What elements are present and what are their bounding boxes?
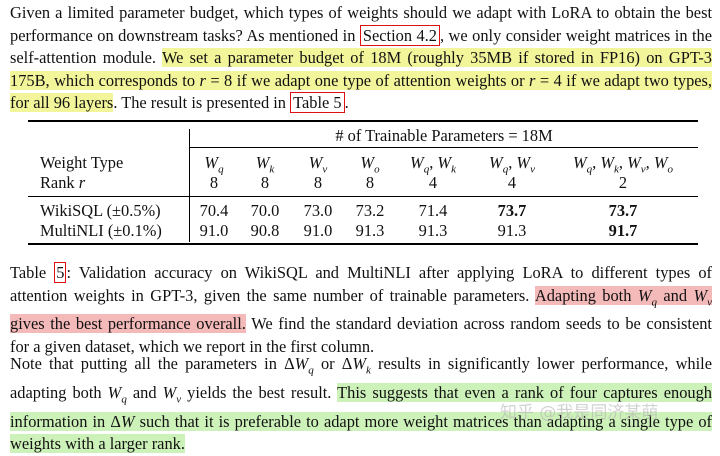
multinli-cell: 91.7 xyxy=(608,221,638,240)
col-header-wk: Wk xyxy=(255,153,275,176)
row-label-weight-type: Weight Type xyxy=(40,153,124,172)
multinli-cell: 90.8 xyxy=(250,221,280,240)
multinli-cell: 91.0 xyxy=(199,221,229,240)
rank-cell: 8 xyxy=(209,173,219,192)
table-top-rule xyxy=(28,120,698,122)
row-label-rank: Rank r xyxy=(40,173,86,192)
wikisql-cell: 73.7 xyxy=(608,201,638,220)
rank-cell: 2 xyxy=(618,173,628,192)
col-header-wv: Wv xyxy=(308,153,328,176)
rank-cell: 8 xyxy=(313,173,323,192)
table-caption: Table 5: Validation accuracy on WikiSQL … xyxy=(10,262,713,356)
col-header-wq: Wq xyxy=(204,153,224,176)
paragraph-intro: Given a limited parameter budget, which … xyxy=(10,3,713,113)
wikisql-cell: 73.7 xyxy=(497,201,527,220)
wikisql-cell: 70.0 xyxy=(250,201,280,220)
row-label-multinli: MultiNLI (±0.1%) xyxy=(40,221,162,240)
table-header-rule xyxy=(190,147,698,148)
col-header-all: Wq, Wk, Wv, Wo xyxy=(572,153,673,176)
col-header-wq-wv: Wq, Wv xyxy=(489,153,535,176)
wikisql-cell: 71.4 xyxy=(418,201,448,220)
group-header: # of Trainable Parameters = 18M xyxy=(335,126,553,145)
multinli-cell: 91.3 xyxy=(497,221,527,240)
caption-table-ref[interactable]: 5 xyxy=(54,262,67,283)
multinli-cell: 91.3 xyxy=(418,221,448,240)
rank-cell: 4 xyxy=(507,173,517,192)
multinli-cell: 91.0 xyxy=(303,221,333,240)
multinli-cell: 91.3 xyxy=(355,221,385,240)
wikisql-cell: 70.4 xyxy=(199,201,229,220)
rank-cell: 8 xyxy=(365,173,375,192)
col-header-wo: Wo xyxy=(360,153,380,176)
rank-cell: 4 xyxy=(428,173,438,192)
table-vertical-rule xyxy=(189,129,190,242)
col-header-wq-wk: Wq, Wk xyxy=(410,153,456,176)
table-bottom-rule xyxy=(28,243,698,245)
wikisql-cell: 73.2 xyxy=(355,201,385,220)
row-label-wikisql: WikiSQL (±0.5%) xyxy=(40,201,161,220)
section-4-2-link[interactable]: Section 4.2 xyxy=(359,24,440,46)
rank-cell: 8 xyxy=(260,173,270,192)
watermark: 知乎 @我是同济某萌 xyxy=(500,403,659,423)
table-mid-rule xyxy=(28,196,698,197)
table-5-link[interactable]: Table 5 xyxy=(290,92,345,113)
wikisql-cell: 73.0 xyxy=(303,201,333,220)
